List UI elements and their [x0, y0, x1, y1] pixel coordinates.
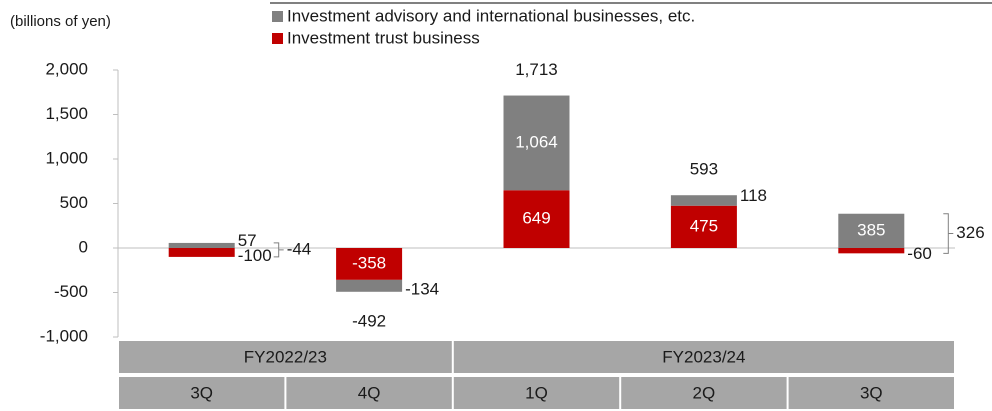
- bar-segment: [838, 248, 905, 254]
- group-label: FY2023/24: [662, 347, 745, 366]
- bar-segment: [168, 248, 235, 257]
- total-label: 593: [690, 160, 718, 179]
- data-label: 57: [238, 231, 257, 250]
- total-label: 326: [956, 223, 984, 242]
- data-label: -134: [405, 279, 439, 298]
- group-cell: [453, 341, 954, 373]
- x-tick-label: 1Q: [525, 383, 548, 402]
- x-tick-label: 3Q: [190, 383, 213, 402]
- y-tick-label: 1,000: [45, 148, 88, 167]
- x-tick-label: 2Q: [693, 383, 716, 402]
- y-tick-label: -1,000: [40, 326, 88, 345]
- total-bracket: [943, 213, 954, 254]
- category-cell: [119, 377, 285, 409]
- y-tick-label: 2,000: [45, 59, 88, 78]
- total-label: 1,713: [515, 60, 558, 79]
- data-label: 475: [690, 216, 718, 235]
- total-label: -492: [352, 311, 386, 330]
- y-tick-label: 1,500: [45, 104, 88, 123]
- category-cell: [453, 377, 620, 409]
- data-label: 649: [522, 209, 550, 228]
- bar-segment: [336, 279, 403, 292]
- group-cell: [119, 341, 452, 373]
- data-label: 385: [857, 220, 885, 239]
- x-tick-label: 3Q: [860, 383, 883, 402]
- y-tick-label: -500: [54, 282, 88, 301]
- bar-segment: [670, 195, 737, 206]
- bar-segment: [168, 242, 235, 248]
- category-cell: [621, 377, 787, 409]
- category-cell: [286, 377, 452, 409]
- legend-label: Investment trust business: [287, 28, 480, 47]
- legend-swatch: [272, 11, 283, 22]
- data-label: 1,064: [515, 132, 558, 151]
- data-label: -100: [238, 246, 272, 265]
- category-cell: [788, 377, 954, 409]
- legend-swatch: [272, 33, 283, 44]
- total-label: -44: [287, 239, 312, 258]
- bar-segment: [336, 248, 403, 280]
- bar-segment: [503, 95, 570, 191]
- group-label: FY2022/23: [244, 347, 327, 366]
- bar-segment: [670, 205, 737, 248]
- x-tick-label: 4Q: [358, 383, 381, 402]
- unit-label: (billions of yen): [10, 13, 111, 30]
- legend-label: Investment advisory and international bu…: [287, 6, 695, 25]
- y-tick-label: 500: [60, 193, 88, 212]
- data-label: -60: [907, 244, 932, 263]
- total-bracket: [273, 242, 284, 258]
- bar-segment: [503, 190, 570, 248]
- bar-segment: [838, 213, 905, 248]
- data-label: -358: [352, 253, 386, 272]
- data-label: 118: [740, 186, 767, 205]
- y-tick-label: 0: [79, 237, 88, 256]
